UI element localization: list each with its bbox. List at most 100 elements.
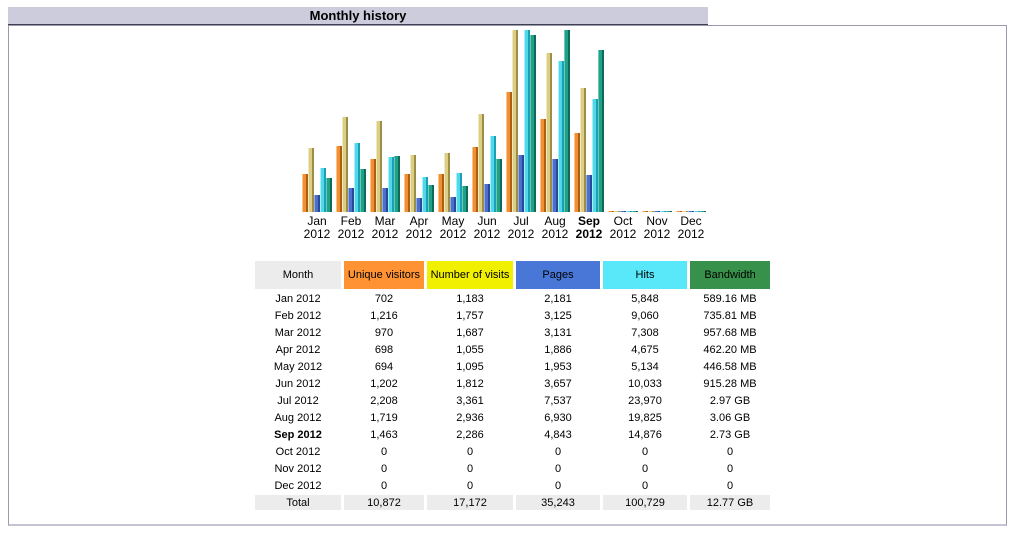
value-cell: 970 — [344, 325, 424, 340]
value-cell: 14,876 — [603, 427, 687, 442]
value-cell: 3,125 — [516, 308, 600, 323]
table-row: Feb 2012 1,216 1,757 3,125 9,060 735.81 MB — [255, 308, 770, 323]
month-cell: Nov 2012 — [255, 461, 341, 476]
value-cell: 1,202 — [344, 376, 424, 391]
column-header: Bandwidth — [690, 261, 770, 289]
chart-bar — [450, 197, 456, 212]
chart-bar — [676, 211, 682, 212]
chart-x-axis-labels: Jan 2012 Feb 2012 Mar 2012 Apr 2012 May 2012 Jun 20… — [302, 215, 722, 243]
chart-bar — [472, 147, 478, 212]
chart-bar — [666, 211, 672, 212]
value-cell: 3,657 — [516, 376, 600, 391]
month-cell: Aug 2012 — [255, 410, 341, 425]
x-axis-label: Feb 2012 — [337, 214, 365, 241]
column-header: Pages — [516, 261, 600, 289]
chart-bar — [388, 157, 394, 212]
chart-bar — [524, 30, 530, 212]
chart-bar — [308, 148, 314, 212]
value-cell: 0 — [516, 444, 600, 459]
value-cell: 2,936 — [427, 410, 513, 425]
value-cell: 2,208 — [344, 393, 424, 408]
value-cell: 1,757 — [427, 308, 513, 323]
value-cell: 1,687 — [427, 325, 513, 340]
table-row: Jul 2012 2,208 3,361 7,537 23,970 2.97 GB — [255, 393, 770, 408]
table-row: Jun 2012 1,202 1,812 3,657 10,033 915.28 MB — [255, 376, 770, 391]
value-cell: 1,183 — [427, 291, 513, 306]
value-cell: 3,361 — [427, 393, 513, 408]
chart-bar — [660, 211, 666, 212]
chart-bar — [422, 177, 428, 212]
table-row: May 2012 694 1,095 1,953 5,134 446.58 MB — [255, 359, 770, 374]
chart-bar — [336, 146, 342, 212]
value-cell: 735.81 MB — [690, 308, 770, 323]
table-row: Apr 2012 698 1,055 1,886 4,675 462.20 MB — [255, 342, 770, 357]
section-title: Monthly history — [309, 8, 407, 23]
value-cell: 4,675 — [603, 342, 687, 357]
month-cell: Jul 2012 — [255, 393, 341, 408]
chart-bar — [404, 174, 410, 212]
chart-bar — [394, 156, 400, 212]
table-row: Dec 2012 0 0 0 0 0 — [255, 478, 770, 493]
value-cell: 702 — [344, 291, 424, 306]
chart-bar — [320, 168, 326, 212]
value-cell: 19,825 — [603, 410, 687, 425]
value-cell: 1,463 — [344, 427, 424, 442]
x-axis-label: Mar 2012 — [371, 214, 399, 241]
x-axis-label: May 2012 — [439, 214, 467, 241]
x-axis-label: Dec 2012 — [677, 214, 705, 241]
month-cell: Sep 2012 — [255, 427, 341, 442]
section-header-monthly-history: Monthly history — [8, 7, 708, 26]
value-cell: 2,181 — [516, 291, 600, 306]
x-axis-label: Aug 2012 — [541, 214, 569, 241]
value-cell: 0 — [690, 461, 770, 476]
column-header: Number of visits — [427, 261, 513, 289]
x-axis-label: Nov 2012 — [643, 214, 671, 241]
chart-bar — [444, 153, 450, 212]
value-cell: 1,719 — [344, 410, 424, 425]
value-cell: 589.16 MB — [690, 291, 770, 306]
value-cell: 5,848 — [603, 291, 687, 306]
chart-bar — [360, 169, 366, 212]
value-cell: 2,286 — [427, 427, 513, 442]
chart-bar — [564, 30, 570, 212]
chart-bar — [382, 188, 388, 212]
column-header: Hits — [603, 261, 687, 289]
chart-bar — [592, 99, 598, 212]
chart-bar — [314, 195, 320, 212]
chart-bar — [478, 114, 484, 212]
chart-bar — [632, 211, 638, 212]
value-cell: 446.58 MB — [690, 359, 770, 374]
chart-bar — [490, 136, 496, 212]
table-row: Aug 2012 1,719 2,936 6,930 19,825 3.06 GB — [255, 410, 770, 425]
value-cell: 7,537 — [516, 393, 600, 408]
month-cell: Feb 2012 — [255, 308, 341, 323]
value-cell: 0 — [603, 461, 687, 476]
value-cell: 0 — [344, 444, 424, 459]
total-value-cell: 100,729 — [603, 495, 687, 510]
table-row: Nov 2012 0 0 0 0 0 — [255, 461, 770, 476]
chart-bar — [586, 175, 592, 212]
value-cell: 10,033 — [603, 376, 687, 391]
chart-bar — [540, 119, 546, 212]
chart-bar — [506, 92, 512, 212]
table-row: Mar 2012 970 1,687 3,131 7,308 957.68 MB — [255, 325, 770, 340]
chart-bar — [574, 133, 580, 212]
value-cell: 694 — [344, 359, 424, 374]
value-cell: 9,060 — [603, 308, 687, 323]
chart-bar — [302, 174, 308, 212]
chart-bar — [530, 35, 536, 212]
chart-bar — [648, 211, 654, 212]
value-cell: 915.28 MB — [690, 376, 770, 391]
value-cell: 462.20 MB — [690, 342, 770, 357]
value-cell: 7,308 — [603, 325, 687, 340]
total-value-cell: 10,872 — [344, 495, 424, 510]
value-cell: 1,886 — [516, 342, 600, 357]
chart-bar — [614, 211, 620, 212]
x-axis-label: Jan 2012 — [303, 214, 331, 241]
month-cell: Dec 2012 — [255, 478, 341, 493]
chart-bar — [410, 155, 416, 212]
chart-bar — [456, 173, 462, 212]
table-total-row: Total 10,872 17,172 35,243 100,729 12.77 GB — [255, 495, 770, 510]
chart-bar — [326, 178, 332, 212]
chart-bar — [518, 155, 524, 212]
